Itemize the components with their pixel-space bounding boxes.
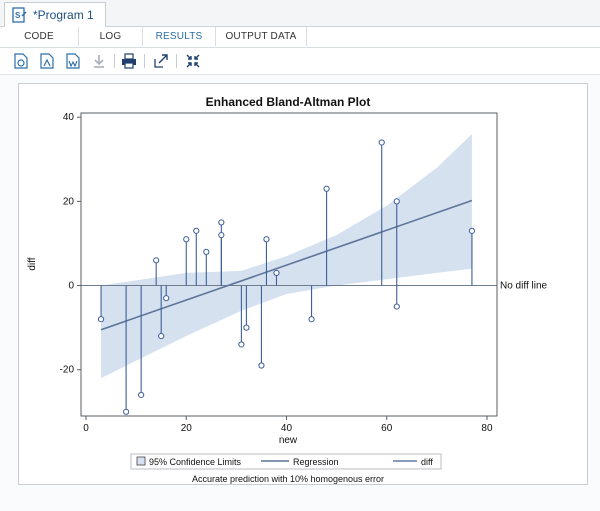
x-tick-label: 60 (381, 423, 393, 434)
bland-altman-chart: Enhanced Bland-Altman Plot 0 20 40 60 80 -20… (27, 94, 548, 484)
confidence-band (101, 134, 472, 379)
diff-point (273, 269, 280, 277)
toolbar-separator (114, 54, 115, 68)
x-axis-label: new (279, 435, 298, 446)
no-diff-line-label: No diff line (500, 281, 548, 292)
diff-point (163, 295, 170, 302)
tab-results[interactable]: RESULTS (143, 27, 216, 46)
plot-area-border (80, 112, 498, 417)
results-pane: Enhanced Bland-Altman Plot 0 20 40 60 80 -20… (0, 75, 600, 511)
graph-frame: Enhanced Bland-Altman Plot 0 20 40 60 80 -20… (18, 83, 588, 485)
x-tick-label: 40 (281, 423, 293, 434)
diff-point (243, 324, 250, 331)
diff-point (258, 362, 265, 369)
program-icon: S (12, 7, 27, 23)
diff-point (138, 391, 145, 399)
download-icon (94, 55, 104, 68)
diff-point (123, 408, 130, 415)
diff-point (203, 248, 210, 255)
diff-point (218, 231, 225, 239)
y-tick-label: 0 (68, 281, 74, 292)
chart-footnote: Accurate prediction with 10% homogenous … (192, 474, 384, 484)
toolbar-separator (144, 54, 145, 68)
diff-point (158, 332, 165, 340)
download-html-button[interactable] (12, 52, 30, 70)
print-icon (122, 53, 136, 69)
diff-point (323, 185, 330, 192)
tab-code-label: CODE (24, 31, 54, 42)
diff-point (263, 236, 270, 243)
tab-log-label: LOG (99, 31, 122, 42)
diff-point (468, 227, 476, 234)
program-tab-title: *Program 1 (33, 8, 94, 22)
tab-output-data[interactable]: OUTPUT DATA (216, 27, 307, 46)
diff-point (97, 316, 105, 323)
open-new-window-button[interactable] (152, 52, 170, 70)
collapse-button[interactable] (184, 52, 202, 70)
collapse-icon (186, 54, 200, 68)
legend-label-confidence: 95% Confidence Limits (149, 457, 242, 467)
diff-point (238, 341, 245, 348)
html-download-icon (14, 53, 28, 69)
x-tick-label: 80 (481, 423, 493, 434)
tab-log[interactable]: LOG (79, 27, 143, 46)
legend: 95% Confidence Limits Regression diff (130, 453, 442, 470)
results-toolbar (0, 48, 600, 75)
x-tick-label: 20 (181, 423, 193, 434)
diff-point (308, 316, 315, 323)
legend-label-regression: Regression (293, 457, 339, 467)
tab-results-label: RESULTS (155, 31, 203, 42)
chart-title: Enhanced Bland-Altman Plot (206, 95, 371, 109)
diff-point (183, 236, 190, 243)
download-pdf-button[interactable] (38, 52, 56, 70)
y-axis-label: diff (27, 257, 38, 270)
diff-point (393, 303, 400, 310)
download-word-button[interactable] (64, 52, 82, 70)
word-download-icon (66, 53, 80, 69)
pdf-download-icon (40, 53, 54, 69)
legend-swatch-confidence (136, 456, 146, 466)
diff-point (393, 198, 400, 205)
x-tick-label: 0 (83, 423, 89, 434)
open-new-window-icon (154, 54, 168, 68)
diff-point (153, 257, 160, 264)
y-tick-label: 20 (63, 196, 75, 207)
diff-point (193, 227, 200, 234)
tab-output-data-label: OUTPUT DATA (225, 31, 297, 42)
download-button[interactable] (90, 52, 108, 70)
regression-line (100, 199, 473, 331)
print-button[interactable] (120, 52, 138, 70)
tab-code[interactable]: CODE (0, 27, 79, 46)
diff-point (218, 219, 225, 226)
tab-bar: S *Program 1 (0, 0, 600, 27)
toolbar-separator (176, 54, 177, 68)
sub-tab-bar: CODE LOG RESULTS OUTPUT DATA (0, 27, 600, 48)
y-tick-label: 40 (63, 112, 75, 123)
svg-text:S: S (15, 11, 21, 20)
legend-label-diff: diff (421, 457, 433, 467)
y-tick-label: -20 (60, 365, 75, 376)
diff-point (378, 139, 385, 146)
program-tab[interactable]: S *Program 1 (4, 2, 106, 27)
